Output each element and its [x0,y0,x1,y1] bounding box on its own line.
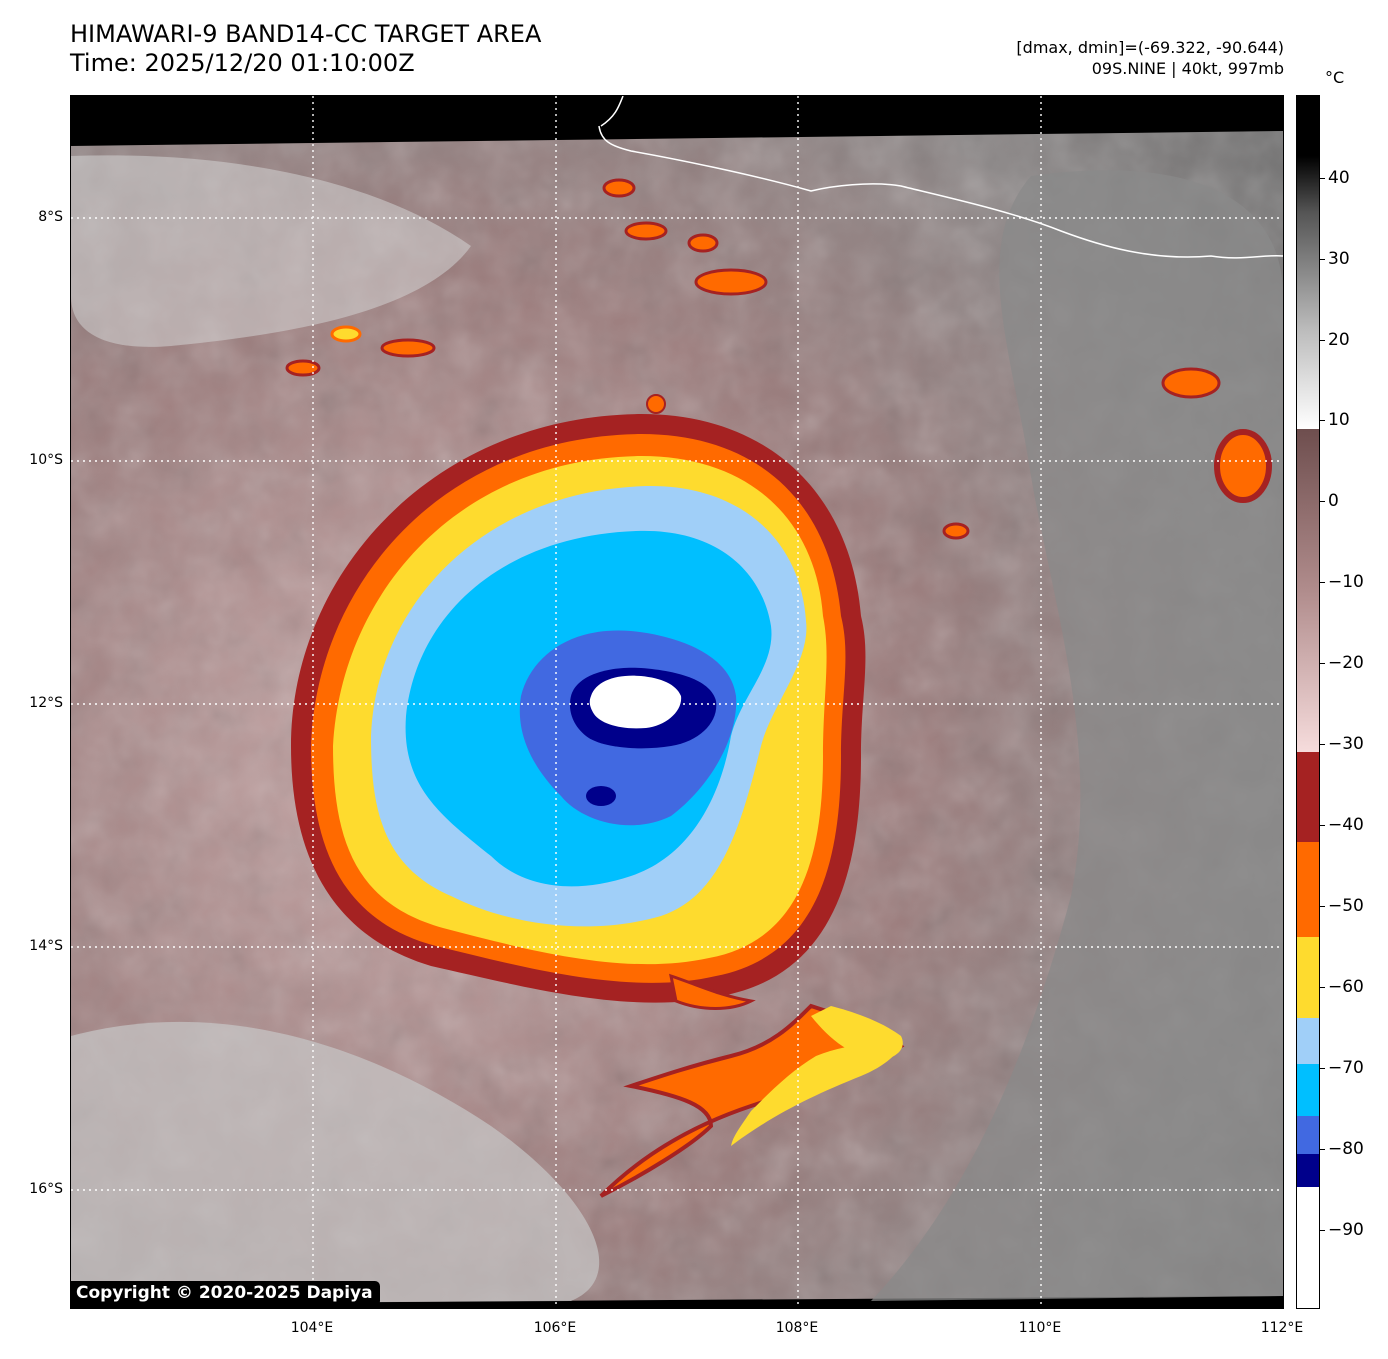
convection-cell [1161,367,1221,399]
colorbar-label: −20 [1328,653,1364,673]
gridlines [71,96,1283,1308]
storm-info-box: [dmax, dmin]=(-69.322, -90.644) 09S.NINE… [1016,37,1284,79]
colorbar-tick [1320,178,1325,179]
convection-cell [687,233,719,253]
colorbar-label: −50 [1328,896,1364,916]
dmax-dmin-label: [dmax, dmin]=(-69.322, -90.644) [1016,38,1284,57]
colorbar-tick [1320,744,1325,745]
colorbar-tick [1320,1068,1325,1069]
colorbar-label: −30 [1328,734,1364,754]
colorbar-tick [1320,420,1325,421]
satellite-map [70,95,1284,1309]
colorbar-label: −80 [1328,1139,1364,1159]
colorbar-label: 10 [1328,410,1350,430]
colorbar-tick [1320,259,1325,260]
title-line-2: Time: 2025/12/20 01:10:00Z [70,49,415,77]
convection-cell [602,178,636,198]
clear-sky-east [871,170,1283,1301]
lon-label-112e: 112°E [1260,1320,1304,1336]
colorbar-tick [1320,340,1325,341]
storm-info-label: 09S.NINE | 40kt, 997mb [1091,59,1284,78]
lat-label-12s: 12°S [29,695,63,711]
colorbar-tick [1320,663,1325,664]
colorbar-label: −10 [1328,572,1364,592]
convection-cell [942,522,970,540]
convection-cell [646,394,666,414]
colorbar-label: 20 [1328,330,1350,350]
colorbar-unit: °C [1325,68,1345,87]
colorbar-label: −90 [1328,1220,1364,1240]
colorbar-label: −60 [1328,977,1364,997]
lat-label-14s: 14°S [29,938,63,954]
convection-cell [694,268,768,296]
colorbar-tick [1320,501,1325,502]
colorbar-tick [1320,582,1325,583]
colorbar-tick [1320,1230,1325,1231]
colorbar-tick [1320,906,1325,907]
lat-label-10s: 10°S [29,452,63,468]
colorbar-label: 40 [1328,168,1350,188]
chart-title: HIMAWARI-9 BAND14-CC TARGET AREA Time: 2… [70,20,541,78]
colorbar-label: 0 [1328,491,1339,511]
lat-label-8s: 8°S [38,209,63,225]
colorbar-scale [1297,96,1319,1308]
convection-cell [380,338,436,358]
colorbar [1296,95,1320,1309]
convection-cell [330,325,362,343]
colorbar-label: 30 [1328,249,1350,269]
no-data-region-top [71,96,1283,146]
lon-label-104e: 104°E [290,1320,334,1336]
colorbar-label: −40 [1328,815,1364,835]
satellite-image [71,96,1283,1308]
lon-label-106e: 106°E [533,1320,577,1336]
colorbar-tick [1320,825,1325,826]
convection-cell [285,359,321,377]
cyclone-cloud-shield [291,414,866,1003]
lon-label-110e: 110°E [1018,1320,1062,1336]
colorbar-label: −70 [1328,1058,1364,1078]
lat-label-16s: 16°S [29,1181,63,1197]
title-line-1: HIMAWARI-9 BAND14-CC TARGET AREA [70,20,542,48]
convection-cell [1214,429,1272,503]
southern-rainband [599,973,905,1198]
convection-cell [624,221,668,241]
coastline [598,96,1283,259]
colorbar-tick [1320,1149,1325,1150]
clear-sky-southwest [71,1021,600,1304]
lon-label-108e: 108°E [775,1320,819,1336]
clear-sky-northwest [71,155,471,347]
copyright-label: Copyright © 2020-2025 Dapiya [70,1281,380,1306]
colorbar-tick [1320,987,1325,988]
